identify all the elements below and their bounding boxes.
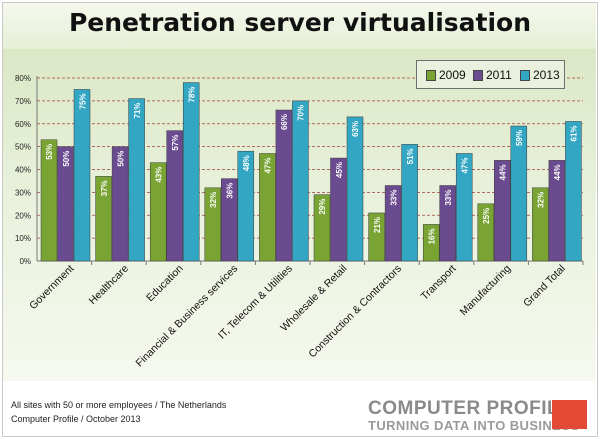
bar-2009 xyxy=(532,187,549,262)
y-tick-label: 50% xyxy=(15,143,31,152)
bar-2011 xyxy=(111,146,129,262)
category-label: Manufacturing xyxy=(458,263,514,319)
chart-title: Penetration server virtualisation xyxy=(68,8,532,37)
y-tick-label: 80% xyxy=(15,74,31,83)
bar-2013 xyxy=(455,153,473,262)
bar-value-label: 44% xyxy=(553,164,562,180)
bar-value-label: 47% xyxy=(264,157,273,173)
bar-value-label: 37% xyxy=(100,180,109,196)
bar-2009 xyxy=(149,162,167,262)
bar-2011 xyxy=(439,185,456,262)
legend-label-2013: 2013 xyxy=(533,68,560,82)
y-tick-label: 30% xyxy=(15,188,31,197)
bar-2009 xyxy=(204,187,222,262)
legend-swatch-2013 xyxy=(520,70,530,81)
bar-2013 xyxy=(182,82,200,262)
y-tick-label: 70% xyxy=(15,97,31,106)
bar-value-label: 61% xyxy=(570,125,579,141)
bar-value-label: 29% xyxy=(318,199,327,215)
legend-label-2011: 2011 xyxy=(486,68,512,82)
legend-swatch-2009 xyxy=(426,70,436,81)
brand-tagline: TURNING DATA INTO BUSINESS xyxy=(368,418,580,433)
y-tick-label: 20% xyxy=(15,211,31,220)
bar-2013 xyxy=(401,144,418,262)
bar-2013 xyxy=(73,89,91,262)
bar-2009 xyxy=(368,212,385,262)
category-label: Financial & Business services xyxy=(134,263,241,370)
bar-2011 xyxy=(57,146,74,262)
bar-value-label: 32% xyxy=(537,192,546,208)
bar-2011 xyxy=(494,160,511,262)
bar-value-label: 59% xyxy=(515,130,524,146)
bar-2009 xyxy=(40,139,58,262)
footer-note-source: Computer Profile / October 2013 xyxy=(11,414,141,424)
bar-value-label: 66% xyxy=(280,114,289,130)
bar-value-label: 44% xyxy=(499,164,508,180)
bar-2013 xyxy=(565,121,582,262)
bar-2013 xyxy=(346,116,364,262)
bar-value-label: 47% xyxy=(460,157,469,173)
bar-2009 xyxy=(477,203,495,262)
bar-2013 xyxy=(510,125,528,262)
bar-2011 xyxy=(166,130,183,262)
bar-value-label: 50% xyxy=(116,151,125,167)
category-label: Transport xyxy=(419,263,459,303)
bar-value-label: 57% xyxy=(171,135,180,151)
brand-logo: COMPUTER PROFILE TURNING DATA INTO BUSIN… xyxy=(368,398,588,433)
bar-value-label: 53% xyxy=(45,144,54,160)
legend: 2009 2011 2013 xyxy=(416,60,565,89)
y-tick-label: 40% xyxy=(15,166,31,175)
bar-2009 xyxy=(95,176,112,262)
y-tick-label: 10% xyxy=(15,234,31,243)
y-tick-label: 60% xyxy=(15,120,31,129)
footer-note-sites: All sites with 50 or more employees / Th… xyxy=(11,400,227,410)
bar-2011 xyxy=(330,157,347,262)
bar-2009 xyxy=(313,194,331,262)
bar-value-label: 75% xyxy=(78,93,87,109)
category-label: Healthcare xyxy=(87,263,132,308)
category-label: Grand Total xyxy=(521,263,568,310)
bar-value-label: 70% xyxy=(297,105,306,121)
category-label: Construction & Contractors xyxy=(306,263,404,361)
bar-value-label: 51% xyxy=(406,148,415,164)
bar-2011 xyxy=(221,178,238,262)
category-label: Government xyxy=(27,263,76,312)
bar-2013 xyxy=(237,150,255,262)
bar-value-label: 63% xyxy=(351,121,360,137)
bar-value-label: 48% xyxy=(242,155,251,171)
bar-value-label: 36% xyxy=(226,183,235,199)
category-label: Education xyxy=(144,263,186,305)
bar-2011 xyxy=(384,185,402,262)
bar-2011 xyxy=(275,109,293,262)
bar-value-label: 78% xyxy=(187,87,196,103)
bar-value-label: 32% xyxy=(209,192,218,208)
brand-red-square xyxy=(552,400,587,429)
bar-value-label: 50% xyxy=(62,151,71,167)
bar-value-label: 33% xyxy=(444,190,453,206)
bar-2009 xyxy=(422,224,440,262)
legend-swatch-2011 xyxy=(473,70,483,81)
bar-2013 xyxy=(292,100,309,262)
brand-name: COMPUTER PROFILE xyxy=(368,398,573,419)
bar-value-label: 71% xyxy=(133,103,142,119)
title-band xyxy=(3,3,596,49)
bar-2011 xyxy=(548,160,566,262)
bar-value-label: 45% xyxy=(335,162,344,178)
legend-label-2009: 2009 xyxy=(439,68,466,82)
bar-2013 xyxy=(128,98,145,262)
bar-2009 xyxy=(259,153,276,262)
bar-value-label: 43% xyxy=(154,167,163,183)
bar-value-label: 16% xyxy=(427,228,436,244)
bar-value-label: 25% xyxy=(482,208,491,224)
y-tick-label: 0% xyxy=(19,257,31,266)
bar-value-label: 33% xyxy=(389,190,398,206)
bar-value-label: 21% xyxy=(373,217,382,233)
